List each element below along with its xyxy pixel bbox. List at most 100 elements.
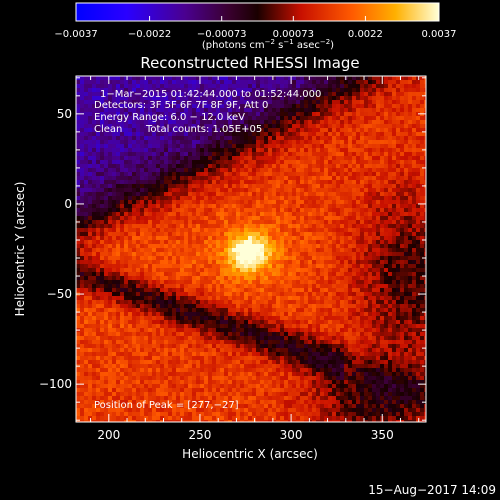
heatmap-pixel — [96, 164, 101, 169]
heatmap-pixel — [312, 256, 317, 261]
heatmap-pixel — [248, 228, 253, 233]
heatmap-pixel — [76, 116, 81, 121]
heatmap-pixel — [408, 144, 413, 149]
heatmap-pixel — [100, 168, 105, 173]
heatmap-pixel — [88, 192, 93, 197]
heatmap-pixel — [92, 208, 97, 213]
heatmap-pixel — [360, 248, 365, 253]
heatmap-pixel — [252, 104, 257, 109]
heatmap-pixel — [424, 96, 426, 101]
heatmap-pixel — [140, 176, 145, 181]
heatmap-pixel — [188, 96, 193, 101]
heatmap-pixel — [340, 264, 345, 269]
heatmap-pixel — [144, 188, 149, 193]
heatmap-pixel — [160, 132, 165, 137]
heatmap-pixel — [244, 252, 249, 257]
heatmap-pixel — [256, 120, 261, 125]
heatmap-pixel — [228, 192, 233, 197]
heatmap-pixel — [320, 212, 325, 217]
heatmap-pixel — [220, 232, 225, 237]
heatmap-pixel — [112, 108, 117, 113]
heatmap-pixel — [216, 124, 221, 129]
heatmap-pixel — [112, 260, 117, 265]
heatmap-pixel — [288, 292, 293, 297]
heatmap-pixel — [264, 268, 269, 273]
heatmap-pixel — [176, 132, 181, 137]
heatmap-pixel — [416, 88, 421, 93]
heatmap-pixel — [120, 164, 125, 169]
heatmap-pixel — [88, 208, 93, 213]
heatmap-pixel — [128, 128, 133, 133]
heatmap-pixel — [88, 88, 93, 93]
heatmap-pixel — [336, 232, 341, 237]
heatmap-pixel — [88, 84, 93, 89]
heatmap-pixel — [236, 204, 241, 209]
heatmap-pixel — [400, 268, 405, 273]
heatmap-pixel — [280, 112, 285, 117]
heatmap-pixel — [424, 272, 426, 277]
heatmap-pixel — [296, 280, 301, 285]
heatmap-pixel — [288, 84, 293, 89]
heatmap-pixel — [148, 272, 153, 277]
heatmap-pixel — [116, 156, 121, 161]
heatmap-pixel — [92, 156, 97, 161]
heatmap-pixel — [108, 140, 113, 145]
heatmap-pixel — [180, 224, 185, 229]
heatmap-pixel — [212, 136, 217, 141]
heatmap-pixel — [276, 132, 281, 137]
heatmap-pixel — [96, 300, 101, 305]
heatmap-pixel — [132, 260, 137, 265]
heatmap-pixel — [132, 272, 137, 277]
heatmap-pixel — [188, 280, 193, 285]
heatmap-pixel — [356, 88, 361, 93]
heatmap-pixel — [328, 268, 333, 273]
heatmap-pixel — [220, 248, 225, 253]
heatmap-pixel — [216, 96, 221, 101]
heatmap-pixel — [360, 152, 365, 157]
heatmap-pixel — [136, 292, 141, 297]
heatmap-pixel — [240, 184, 245, 189]
heatmap-pixel — [96, 172, 101, 177]
heatmap-pixel — [236, 212, 241, 217]
heatmap-pixel — [264, 168, 269, 173]
heatmap-pixel — [352, 168, 357, 173]
heatmap-pixel — [152, 92, 157, 97]
heatmap-pixel — [408, 260, 413, 265]
heatmap-pixel — [256, 148, 261, 153]
heatmap-pixel — [308, 276, 313, 281]
heatmap-pixel — [408, 268, 413, 273]
heatmap-pixel — [264, 216, 269, 221]
heatmap-pixel — [304, 280, 309, 285]
heatmap-pixel — [96, 204, 101, 209]
heatmap-pixel — [304, 192, 309, 197]
heatmap-pixel — [336, 112, 341, 117]
heatmap-pixel — [236, 260, 241, 265]
heatmap-pixel — [400, 84, 405, 89]
heatmap-pixel — [356, 228, 361, 233]
heatmap-pixel — [204, 76, 209, 81]
heatmap-pixel — [256, 152, 261, 157]
heatmap-pixel — [308, 76, 313, 81]
heatmap-pixel — [260, 292, 265, 297]
heatmap-pixel — [208, 188, 213, 193]
heatmap-pixel — [96, 92, 101, 97]
heatmap-pixel — [116, 264, 121, 269]
heatmap-pixel — [232, 244, 237, 249]
heatmap-pixel — [320, 264, 325, 269]
heatmap-pixel — [236, 136, 241, 141]
heatmap-pixel — [128, 120, 133, 125]
heatmap-pixel — [160, 236, 165, 241]
heatmap-pixel — [328, 280, 333, 285]
heatmap-pixel — [92, 152, 97, 157]
heatmap-pixel — [132, 296, 137, 301]
heatmap-pixel — [368, 88, 373, 93]
heatmap-pixel — [264, 248, 269, 253]
heatmap-pixel — [280, 180, 285, 185]
heatmap-pixel — [376, 100, 381, 105]
heatmap-pixel — [364, 140, 369, 145]
heatmap-pixel — [412, 248, 417, 253]
heatmap-pixel — [80, 148, 85, 153]
heatmap-pixel — [160, 208, 165, 213]
heatmap-pixel — [376, 176, 381, 181]
heatmap-pixel — [340, 176, 345, 181]
